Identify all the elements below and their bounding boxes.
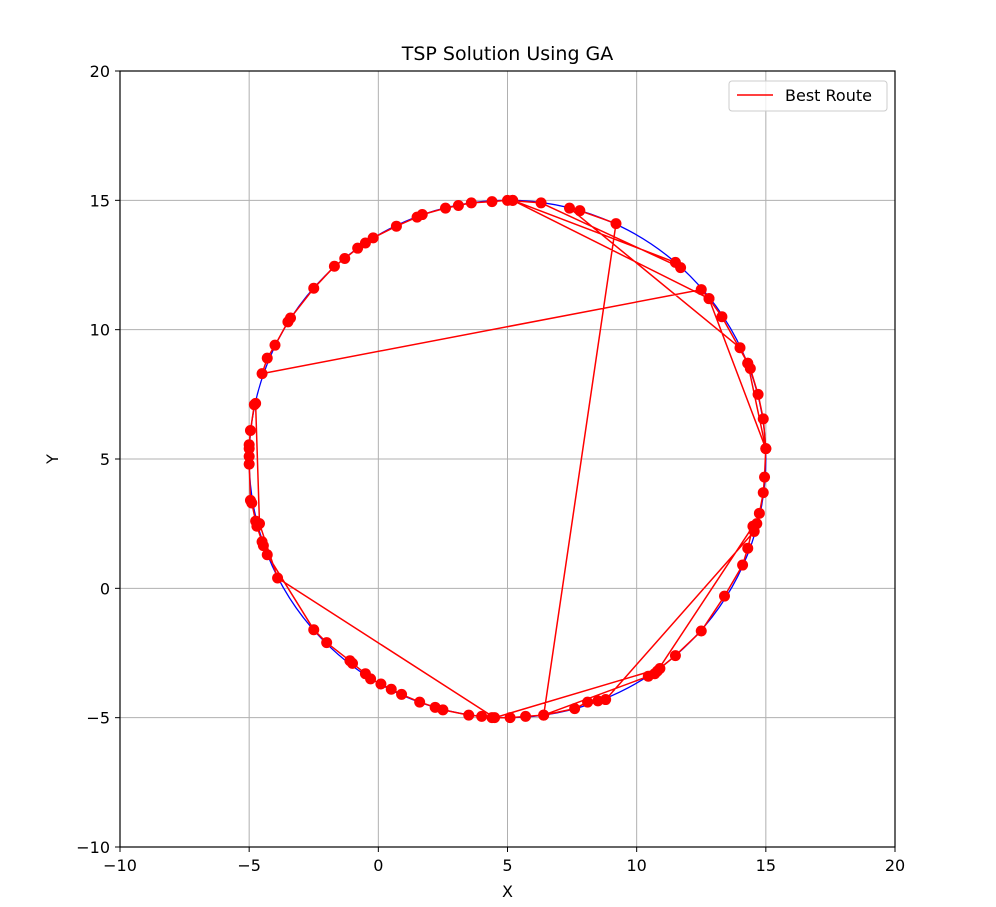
city-point bbox=[261, 549, 273, 561]
city-point bbox=[282, 316, 294, 328]
city-point bbox=[747, 520, 759, 532]
city-point bbox=[759, 471, 771, 483]
city-point bbox=[520, 710, 532, 722]
legend: Best Route bbox=[728, 80, 888, 112]
city-point bbox=[742, 357, 754, 369]
city-point bbox=[734, 342, 746, 354]
city-point bbox=[243, 450, 255, 462]
x-tick-label: 10 bbox=[626, 856, 646, 875]
city-point bbox=[695, 284, 707, 296]
y-tick-label: 0 bbox=[100, 579, 110, 598]
city-point bbox=[642, 670, 654, 682]
city-point bbox=[344, 655, 356, 667]
city-point bbox=[465, 197, 477, 209]
city-point bbox=[753, 507, 765, 519]
y-tick-label: 20 bbox=[90, 62, 110, 81]
city-point bbox=[396, 688, 408, 700]
city-point bbox=[574, 205, 586, 217]
city-point bbox=[440, 202, 451, 214]
city-point bbox=[328, 260, 340, 272]
city-point bbox=[243, 458, 255, 470]
city-point bbox=[367, 232, 379, 244]
x-tick-label: 15 bbox=[756, 856, 776, 875]
y-tick-label: 5 bbox=[100, 450, 110, 469]
city-point bbox=[463, 709, 475, 721]
x-tick-label: 20 bbox=[885, 856, 905, 875]
legend-label: Best Route bbox=[785, 86, 872, 105]
y-tick-label: 15 bbox=[90, 191, 110, 210]
city-point bbox=[243, 439, 255, 451]
city-point bbox=[244, 425, 256, 437]
city-point bbox=[489, 712, 501, 724]
city-point bbox=[269, 339, 281, 351]
city-point bbox=[414, 696, 426, 708]
x-tick-label: 5 bbox=[502, 856, 512, 875]
city-point bbox=[760, 443, 772, 455]
chart-title: TSP Solution Using GA bbox=[401, 43, 614, 65]
x-tick-label: −10 bbox=[103, 856, 137, 875]
city-point bbox=[507, 194, 519, 206]
city-point bbox=[359, 668, 371, 680]
x-tick-label: −5 bbox=[237, 856, 261, 875]
city-point bbox=[716, 311, 728, 323]
city-point bbox=[757, 413, 769, 425]
city-point bbox=[752, 388, 764, 400]
city-point bbox=[411, 211, 423, 223]
city-point bbox=[321, 637, 333, 649]
city-point bbox=[669, 650, 681, 662]
legend-box bbox=[728, 80, 888, 112]
city-point bbox=[429, 701, 441, 713]
city-point bbox=[256, 536, 268, 548]
city-point bbox=[582, 696, 594, 708]
ticks: −10 −5 0 5 10 15 20 −10 −5 0 5 10 15 20 bbox=[76, 62, 905, 875]
city-point bbox=[757, 487, 769, 499]
city-point bbox=[385, 683, 397, 695]
city-point bbox=[695, 625, 707, 637]
city-point bbox=[742, 542, 754, 554]
city-point bbox=[476, 710, 488, 722]
city-point bbox=[538, 709, 550, 721]
city-point bbox=[452, 200, 464, 212]
city-point bbox=[272, 572, 284, 584]
city-point bbox=[504, 712, 516, 724]
y-axis-title: Y bbox=[43, 454, 62, 465]
city-point bbox=[703, 293, 715, 305]
city-point bbox=[359, 237, 371, 249]
city-point bbox=[339, 253, 351, 265]
city-point bbox=[486, 196, 498, 208]
x-axis-title: X bbox=[502, 882, 513, 901]
y-tick-label: 10 bbox=[90, 321, 110, 340]
city-point bbox=[254, 518, 265, 530]
plot-area bbox=[243, 194, 772, 724]
city-point bbox=[308, 624, 320, 636]
x-tick-label: 0 bbox=[373, 856, 383, 875]
city-point bbox=[244, 494, 256, 506]
y-tick-label: −5 bbox=[86, 709, 110, 728]
city-point bbox=[675, 262, 687, 274]
city-point bbox=[352, 242, 364, 254]
city-point bbox=[569, 703, 581, 715]
city-point bbox=[564, 202, 575, 214]
city-point bbox=[261, 352, 273, 364]
city-point bbox=[719, 590, 730, 602]
city-point bbox=[390, 220, 402, 232]
city-point bbox=[250, 397, 262, 409]
city-point bbox=[610, 218, 622, 230]
city-point bbox=[535, 197, 547, 209]
city-point bbox=[375, 678, 387, 690]
y-tick-label: −10 bbox=[76, 838, 110, 857]
city-point bbox=[592, 695, 604, 707]
city-point bbox=[256, 368, 268, 380]
city-point bbox=[737, 559, 749, 571]
city-point bbox=[308, 282, 320, 294]
